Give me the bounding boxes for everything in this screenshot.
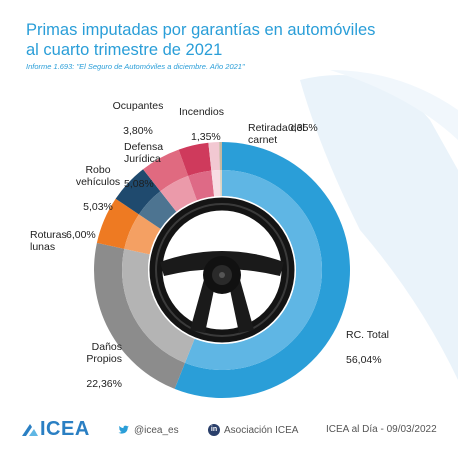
label-incendios: Incendios 1,35% <box>179 105 224 143</box>
page-title: Primas imputadas por garantías en automó… <box>26 20 426 60</box>
linkedin-link[interactable]: in Asociación ICEA <box>208 424 298 436</box>
outer-slices <box>93 142 350 398</box>
icea-logo-icon <box>22 423 38 436</box>
slice-inner-roturas-lunas <box>124 214 161 255</box>
slice-inner-incendios <box>211 170 221 197</box>
label-rc-total: RC. Total 56,04% <box>346 328 389 366</box>
title-line-1: Primas imputadas por garantías en automó… <box>26 21 376 39</box>
label-defensa-juridica: Defensa Jurídica 5,08% <box>124 140 164 191</box>
inner-slices <box>121 170 323 370</box>
slice-robo-vehiculos <box>115 169 161 215</box>
subtitle: Informe 1.693: "El Seguro de Automóviles… <box>26 62 245 71</box>
slice-inner-danos-propios <box>121 248 195 363</box>
slice-inner-robo-vehiculos <box>138 191 177 229</box>
slice-danos-propios <box>93 242 185 389</box>
slice-rc-total <box>174 142 350 398</box>
icea-logo: ICEA <box>20 418 90 441</box>
slice-inner-defensa-juridica <box>160 175 197 212</box>
brand-name: ICEA <box>40 418 90 440</box>
footer-date: ICEA al Día - 09/03/2022 <box>326 424 437 435</box>
slice-incendios <box>208 142 220 171</box>
background-stripe <box>300 75 458 380</box>
twitter-handle[interactable]: @icea_es <box>118 424 179 436</box>
label-ocupantes: Ocupantes 3,80% <box>112 99 164 137</box>
linkedin-icon: in <box>208 424 220 436</box>
slice-roturas-lunas <box>96 198 139 249</box>
label-danos-propios: Daños Propios 22,36% <box>86 340 122 391</box>
footer-date-text: ICEA al Día - 09/03/2022 <box>326 424 437 435</box>
slice-inner-rc-total <box>184 170 323 370</box>
background-stripe-2 <box>330 70 458 140</box>
steering-wheel-icon <box>149 197 295 343</box>
slice-inner-retirada-del-carnet <box>219 170 222 197</box>
slice-retirada-del-carnet <box>219 142 222 171</box>
slice-ocupantes <box>178 142 212 176</box>
label-roturas-lunas: Roturas lunas 6,00% <box>30 228 96 254</box>
twitter-handle-text: @icea_es <box>134 424 179 436</box>
title-line-2: al cuarto trimestre de 2021 <box>26 41 223 59</box>
footer: ICEA @icea_es in Asociación ICEA ICEA al… <box>0 416 458 446</box>
slice-inner-ocupantes <box>188 170 215 201</box>
slice-defensa-juridica <box>143 149 189 192</box>
linkedin-text: Asociación ICEA <box>224 424 299 436</box>
label-retirada-carnet: Retirada del carnet 0,35% <box>248 121 318 147</box>
label-robo-vehiculos: Robo vehículos 5,03% <box>75 163 121 214</box>
twitter-icon <box>118 425 129 434</box>
